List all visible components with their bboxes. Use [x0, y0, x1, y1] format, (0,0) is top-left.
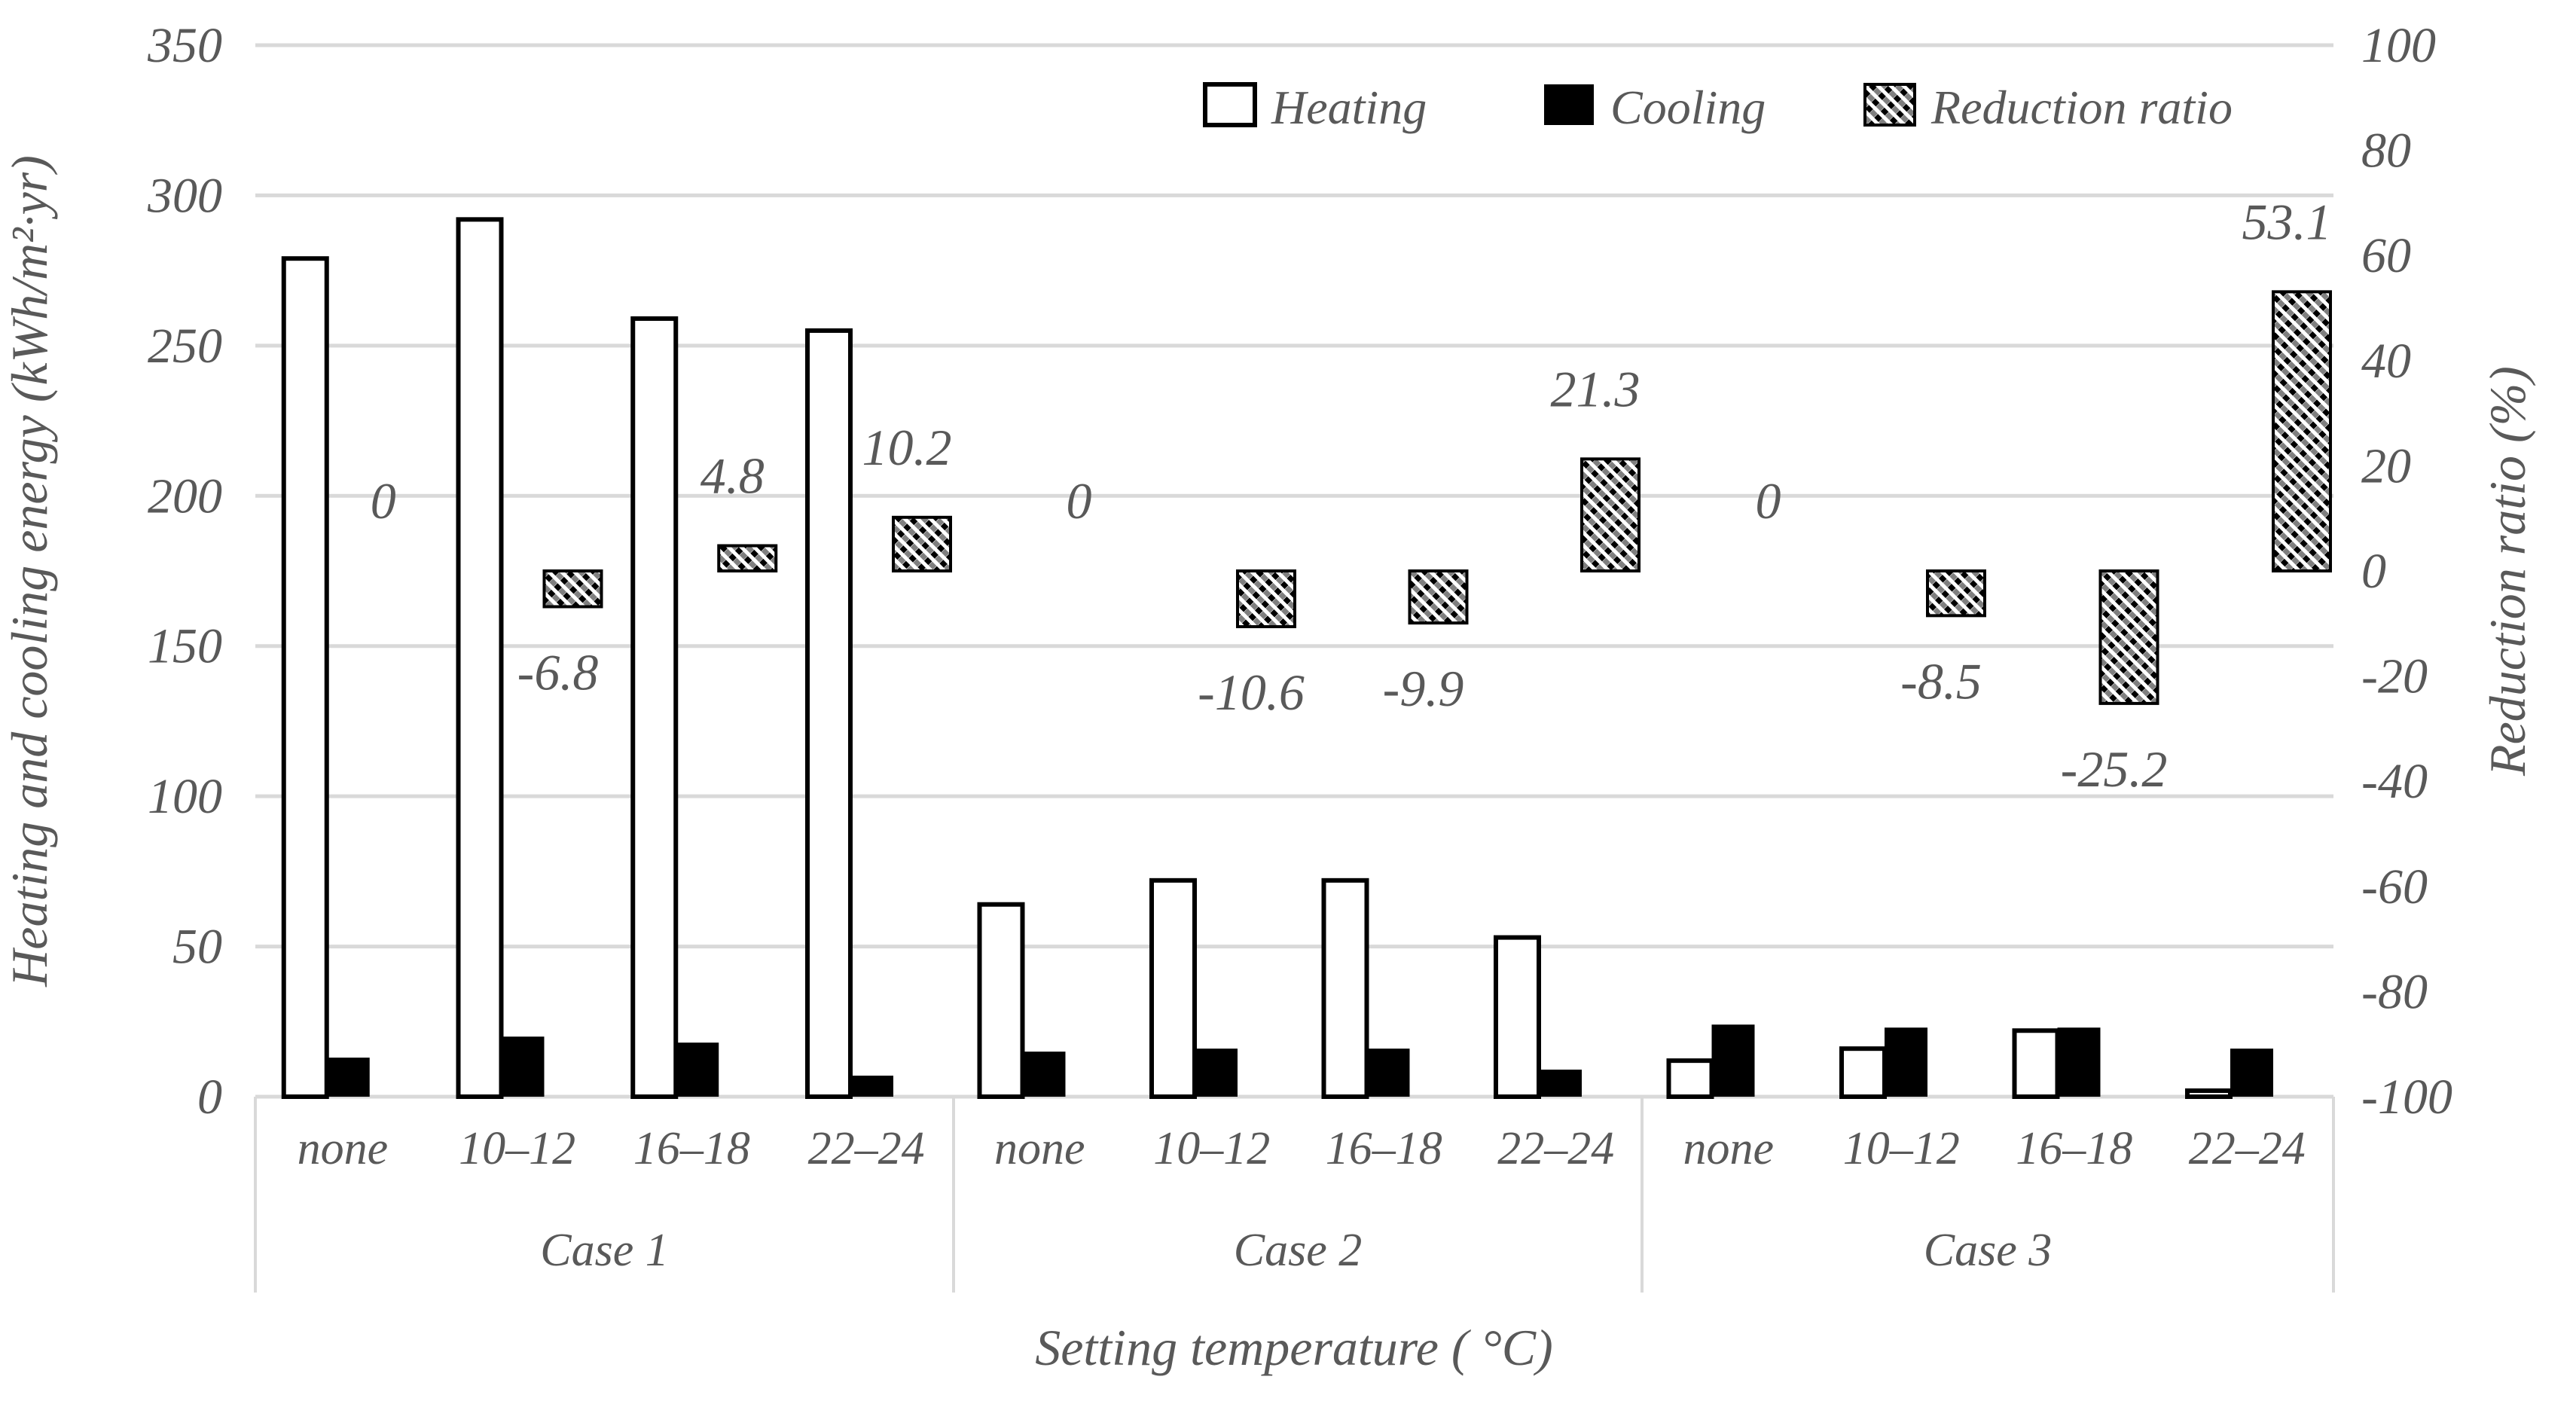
bar-reduction-ratio	[2272, 290, 2332, 572]
left-axis-tick-label: 0	[197, 1070, 222, 1125]
case-label: Case 1	[540, 1225, 669, 1276]
bar-heating	[2012, 1028, 2060, 1100]
legend-swatch-heating	[1203, 82, 1257, 127]
bar-reduction-ratio	[1408, 569, 1469, 625]
data-label-reduction-ratio: -9.9	[1383, 660, 1464, 717]
bar-reduction-ratio	[1926, 569, 1986, 618]
data-label-reduction-ratio: 21.3	[1551, 360, 1641, 417]
data-label-reduction-ratio: -6.8	[517, 643, 599, 700]
category-label: 16–18	[633, 1123, 750, 1174]
right-axis-tick-label: -20	[2361, 649, 2428, 704]
category-label: none	[994, 1123, 1085, 1174]
left-axis-tick-label: 350	[147, 18, 222, 73]
category-label: none	[298, 1123, 389, 1174]
right-axis-tick-label: -40	[2361, 754, 2428, 809]
category-label: 16–18	[1326, 1123, 1442, 1174]
data-label-reduction-ratio: 0	[371, 472, 396, 530]
category-label: 16–18	[2016, 1123, 2132, 1174]
bar-reduction-ratio	[1580, 457, 1641, 572]
left-axis-tick-label: 100	[148, 769, 222, 824]
bar-reduction-ratio	[2098, 569, 2159, 705]
bar-cooling	[1539, 1070, 1582, 1097]
right-axis-tick-label: 20	[2361, 438, 2411, 493]
right-axis-tick-label: 100	[2361, 18, 2436, 73]
data-label-reduction-ratio: 10.2	[862, 419, 952, 476]
data-label-reduction-ratio: 53.1	[2242, 193, 2332, 250]
legend-label: Heating	[1271, 81, 1427, 134]
left-axis-tick-label: 200	[148, 469, 222, 523]
case-label: Case 2	[1234, 1225, 1363, 1276]
legend-label: Reduction ratio	[1930, 81, 2233, 134]
bar-cooling	[1885, 1027, 1927, 1097]
left-axis-tick-label: 50	[172, 920, 222, 975]
bar-heating	[456, 217, 504, 1099]
bar-heating	[1666, 1058, 1714, 1099]
bar-cooling	[2230, 1048, 2273, 1097]
left-axis-tick-label: 150	[148, 619, 222, 674]
data-label-reduction-ratio: -8.5	[1900, 652, 1982, 710]
bar-cooling	[676, 1042, 719, 1097]
x-axis-title: Setting temperature ( °C)	[1035, 1319, 1553, 1376]
data-label-reduction-ratio: 0	[1756, 472, 1781, 530]
left-axis-title: Heating and cooling energy (kWh/m²·yr)	[1, 155, 58, 987]
left-axis-tick-label: 300	[147, 168, 222, 223]
right-axis-tick-label: -80	[2361, 964, 2428, 1019]
data-label-reduction-ratio: 4.8	[700, 447, 765, 504]
legend-swatch-cooling	[1544, 84, 1594, 125]
case-label: Case 3	[1924, 1225, 2053, 1276]
bar-heating	[1149, 878, 1197, 1100]
bar-cooling	[1195, 1048, 1238, 1097]
right-axis-tick-label: -60	[2361, 859, 2428, 914]
category-label: 22–24	[2189, 1123, 2306, 1174]
bar-reduction-ratio	[892, 515, 952, 573]
data-label-reduction-ratio: -25.2	[2061, 740, 2168, 798]
bar-heating	[1321, 878, 1369, 1100]
category-label: 10–12	[459, 1123, 575, 1174]
category-label: 22–24	[1497, 1123, 1614, 1174]
category-label: 10–12	[1153, 1123, 1270, 1174]
category-label: 22–24	[808, 1123, 925, 1174]
bar-cooling	[1711, 1024, 1755, 1097]
legend-swatch-reduction-ratio	[1863, 83, 1916, 127]
right-axis-tick-label: 0	[2361, 544, 2386, 599]
bar-heating	[805, 328, 853, 1099]
right-axis-tick-label: -100	[2361, 1070, 2452, 1125]
left-axis-tick-label: 250	[148, 319, 222, 374]
bar-cooling	[1366, 1048, 1410, 1097]
bar-reduction-ratio	[542, 569, 603, 609]
data-label-reduction-ratio: 0	[1067, 472, 1092, 530]
bar-cooling	[326, 1058, 370, 1097]
bar-heating	[2185, 1088, 2233, 1099]
right-axis-tick-label: 60	[2361, 228, 2411, 283]
data-label-reduction-ratio: -10.6	[1198, 664, 1305, 721]
bar-heating	[281, 256, 329, 1099]
bar-reduction-ratio	[1236, 569, 1296, 628]
bar-cooling	[1022, 1052, 1066, 1097]
bar-heating	[977, 902, 1025, 1100]
right-axis-tick-label: 80	[2361, 124, 2411, 179]
bar-heating	[1839, 1046, 1887, 1100]
right-axis-title: Reduction ratio (%)	[2479, 366, 2536, 777]
bar-cooling	[501, 1036, 545, 1097]
legend-label: Cooling	[1610, 81, 1766, 134]
category-label: 10–12	[1843, 1123, 1960, 1174]
right-axis-tick-label: 40	[2361, 334, 2411, 389]
category-label: none	[1683, 1123, 1774, 1174]
bar-cooling	[850, 1076, 893, 1097]
bar-heating	[1494, 935, 1541, 1099]
bar-heating	[630, 316, 679, 1100]
bar-reduction-ratio	[717, 544, 778, 572]
bar-cooling	[2057, 1027, 2101, 1097]
plot-area: 350300250200150100500100806040200-20-40-…	[147, 18, 2452, 1293]
